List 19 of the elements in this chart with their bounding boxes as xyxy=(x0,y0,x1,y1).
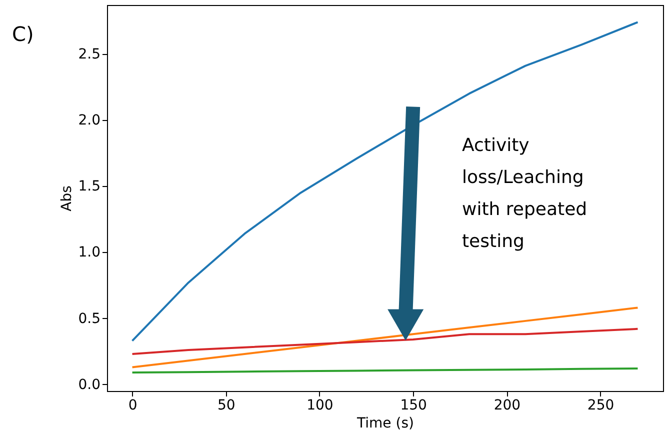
x-tick-label: 0 xyxy=(128,398,138,414)
annotation: Activity loss/Leaching with repeated testing xyxy=(462,135,588,252)
y-axis-title: Abs xyxy=(59,186,76,212)
y-tick-label: 2.0 xyxy=(78,112,100,129)
x-tick-label: 150 xyxy=(400,398,427,414)
text: C) xyxy=(12,22,34,46)
y-tick-label: 2.5 xyxy=(78,46,100,62)
x-tick-label: 250 xyxy=(587,398,614,414)
y-tick-label: 0.5 xyxy=(78,310,100,327)
y-tick-label: 1.5 xyxy=(78,178,100,195)
x-tick-label: 100 xyxy=(306,398,334,414)
y-tick-label: 1.0 xyxy=(78,244,100,261)
y-tick-label: 0.0 xyxy=(78,376,100,393)
x-tick-label: 50 xyxy=(217,398,236,414)
x-tick-label: 200 xyxy=(494,398,521,414)
line-series xyxy=(131,306,639,368)
line-series xyxy=(131,328,639,355)
line-series xyxy=(131,21,639,342)
x-axis-title: Time (s) xyxy=(356,416,414,432)
